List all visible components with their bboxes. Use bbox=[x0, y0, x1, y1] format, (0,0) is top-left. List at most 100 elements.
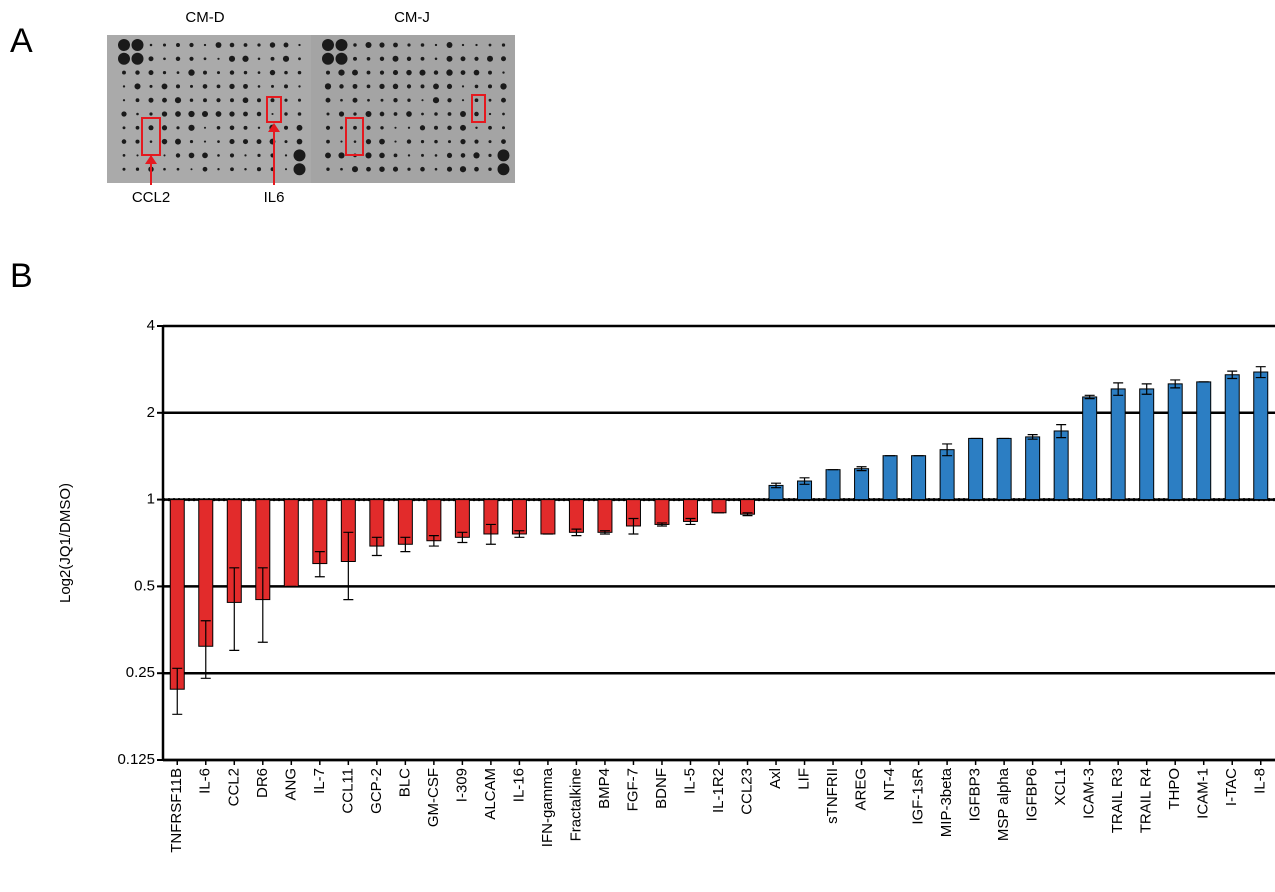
blot-dot bbox=[381, 99, 384, 102]
blot-dot bbox=[163, 168, 166, 171]
blot-dot bbox=[407, 139, 411, 143]
blot-dot bbox=[394, 112, 398, 116]
blot-dot bbox=[163, 154, 165, 156]
blot-dot bbox=[284, 126, 288, 130]
blot-dot bbox=[474, 112, 479, 117]
blot-dot bbox=[488, 126, 492, 130]
x-tick-label: ICAM-3 bbox=[1081, 768, 1098, 819]
blot-dot bbox=[434, 140, 438, 144]
y-tick-label: 4 bbox=[147, 317, 155, 334]
blot-dot bbox=[202, 153, 208, 159]
blot-dot bbox=[433, 97, 439, 103]
blot-dot bbox=[366, 139, 371, 144]
blot-dot bbox=[393, 43, 398, 48]
blot-dot bbox=[474, 57, 478, 61]
blot-dot bbox=[257, 167, 261, 171]
blot-dot bbox=[177, 168, 180, 171]
blot-dot bbox=[175, 111, 181, 117]
blot-dot bbox=[407, 99, 410, 102]
blot-title: CM-D bbox=[185, 9, 224, 26]
x-tick-label: CCL2 bbox=[225, 768, 242, 806]
blot-dot bbox=[216, 111, 222, 117]
x-tick-label: IGFBP3 bbox=[967, 768, 984, 821]
bar bbox=[883, 456, 897, 500]
blot-dot bbox=[447, 42, 453, 48]
x-tick-label: BDNF bbox=[653, 768, 670, 809]
blot-dot bbox=[336, 53, 348, 65]
x-tick-label: Fractalkine bbox=[567, 768, 584, 841]
blot-dot bbox=[298, 71, 302, 75]
bar bbox=[655, 500, 669, 525]
blot-dot bbox=[190, 98, 193, 101]
blot-dot bbox=[394, 153, 398, 157]
blot-dot bbox=[394, 127, 396, 129]
blot-dot bbox=[257, 98, 261, 102]
blot-dot bbox=[243, 112, 248, 117]
blot-dot bbox=[461, 56, 466, 61]
blot-dot bbox=[243, 139, 248, 144]
blot-dot bbox=[284, 71, 288, 75]
blot-dot bbox=[257, 154, 260, 157]
blot-dot bbox=[204, 57, 207, 60]
blot-dot bbox=[393, 98, 397, 102]
blot-dot bbox=[217, 85, 221, 89]
bar bbox=[598, 500, 612, 533]
blot-dot bbox=[118, 53, 130, 65]
blot-dot bbox=[294, 149, 306, 161]
blot-dot bbox=[298, 99, 301, 102]
blot-dot bbox=[217, 140, 220, 143]
blot-dot bbox=[421, 140, 424, 143]
y-tick-label: 1 bbox=[147, 491, 155, 508]
blot-dot bbox=[230, 70, 234, 74]
blot-dot bbox=[338, 69, 344, 75]
blot-dot bbox=[162, 139, 167, 144]
blot-dot bbox=[460, 111, 466, 117]
blot-dot bbox=[229, 84, 234, 89]
blot-title: CM-J bbox=[394, 9, 430, 26]
bar bbox=[512, 500, 526, 534]
blot-dot bbox=[149, 112, 152, 115]
blot-dot bbox=[216, 42, 222, 48]
blot-dot bbox=[190, 140, 193, 143]
blot-dot bbox=[229, 139, 234, 144]
blot-dot bbox=[244, 43, 248, 47]
blot-dot bbox=[297, 139, 303, 145]
blot-dot bbox=[230, 98, 234, 102]
blot-dot bbox=[258, 71, 261, 74]
x-tick-label: sTNFRII bbox=[824, 768, 841, 824]
blot-dot bbox=[176, 126, 179, 129]
blot-dot bbox=[122, 71, 126, 75]
bar bbox=[1197, 382, 1211, 500]
blot-dot bbox=[149, 85, 152, 88]
blot-dot bbox=[501, 98, 506, 103]
blot-dot bbox=[229, 56, 235, 62]
blot-dot bbox=[365, 152, 371, 158]
bar bbox=[826, 470, 840, 500]
blot-dot bbox=[322, 53, 334, 65]
bar bbox=[855, 469, 869, 500]
blot-dot bbox=[379, 84, 384, 89]
blot-dot bbox=[123, 85, 125, 87]
blot-dot bbox=[204, 141, 206, 143]
y-axis-label: Log2(JQ1/DMSO) bbox=[57, 483, 74, 603]
figure: A B CM-D CM-J CCL2 IL6 0.1250.250.5124Lo… bbox=[0, 0, 1275, 892]
blot-dot bbox=[475, 44, 477, 46]
blot-dot bbox=[420, 125, 425, 130]
blot-dot bbox=[488, 167, 491, 170]
annotation: CCL2 bbox=[132, 189, 170, 206]
blot-dot bbox=[217, 154, 220, 157]
bar bbox=[940, 450, 954, 500]
x-tick-label: GM-CSF bbox=[425, 768, 442, 827]
blot-dot bbox=[435, 168, 438, 171]
x-tick-label: I-TAC bbox=[1223, 768, 1240, 806]
blot-dot bbox=[176, 57, 180, 61]
blot-dot bbox=[447, 153, 452, 158]
blot-dot bbox=[149, 98, 154, 103]
x-tick-label: I-309 bbox=[453, 768, 470, 802]
blot-dot bbox=[123, 154, 126, 157]
y-tick-label: 0.25 bbox=[126, 664, 155, 681]
blot-dot bbox=[501, 139, 506, 144]
blot-dot bbox=[257, 112, 261, 116]
blot-dot bbox=[447, 56, 453, 62]
blot-dot bbox=[379, 166, 384, 171]
